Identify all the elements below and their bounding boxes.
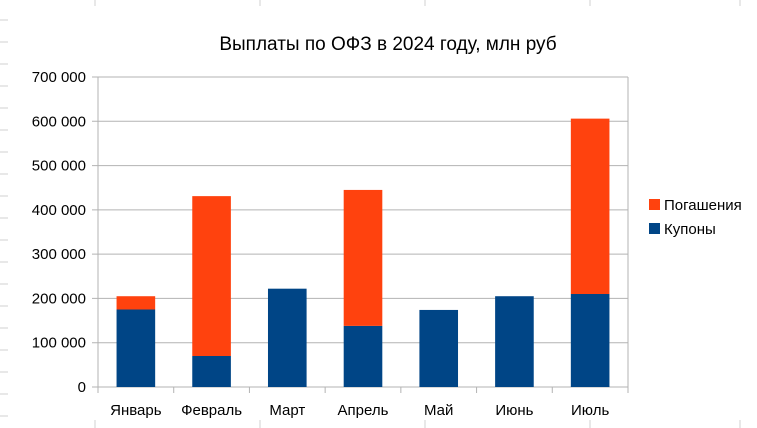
x-tick-label: Апрель: [338, 402, 389, 419]
y-tick-label: 400 000: [32, 202, 86, 219]
bar-coupons[interactable]: [343, 325, 383, 387]
bar-redemptions[interactable]: [343, 189, 383, 326]
y-tick-label: 300 000: [32, 246, 86, 263]
legend: Погашения Купоны: [649, 197, 742, 238]
legend-label: Погашения: [664, 197, 742, 214]
bar-coupons[interactable]: [570, 294, 610, 387]
y-axis-ticks: 0 100 000 200 000 300 000 400 000 500 000 600 …: [32, 69, 86, 396]
y-tick-label: 0: [78, 379, 86, 396]
bar-redemptions[interactable]: [116, 296, 156, 310]
x-axis-ticks: Январь Февраль Март Апрель Май Июнь Июль: [110, 402, 609, 419]
bar-coupons[interactable]: [419, 309, 459, 387]
y-tick-label: 700 000: [32, 69, 86, 86]
legend-label: Купоны: [664, 221, 716, 238]
x-tick-label: Май: [424, 402, 453, 419]
bar-redemptions[interactable]: [192, 196, 231, 356]
x-tick-label: Июль: [571, 402, 609, 419]
chart-title: Выплаты по ОФЗ в 2024 году, млн руб: [219, 34, 556, 55]
bar-redemptions[interactable]: [570, 118, 610, 294]
legend-swatch: [649, 223, 660, 234]
bar-coupons[interactable]: [267, 288, 307, 387]
bar-coupons[interactable]: [116, 309, 156, 388]
legend-swatch: [649, 199, 660, 210]
bar-coupons[interactable]: [192, 356, 231, 387]
y-tick-label: 100 000: [32, 335, 86, 352]
x-tick-label: Март: [269, 402, 305, 419]
bars: [116, 118, 610, 388]
x-tick-label: Июнь: [495, 402, 533, 419]
bar-coupons[interactable]: [495, 296, 534, 387]
x-tick-label: Февраль: [181, 402, 242, 419]
x-tick-label: Январь: [110, 402, 162, 419]
y-tick-label: 200 000: [32, 290, 86, 307]
y-tick-label: 500 000: [32, 158, 86, 175]
y-tick-label: 600 000: [32, 113, 86, 130]
